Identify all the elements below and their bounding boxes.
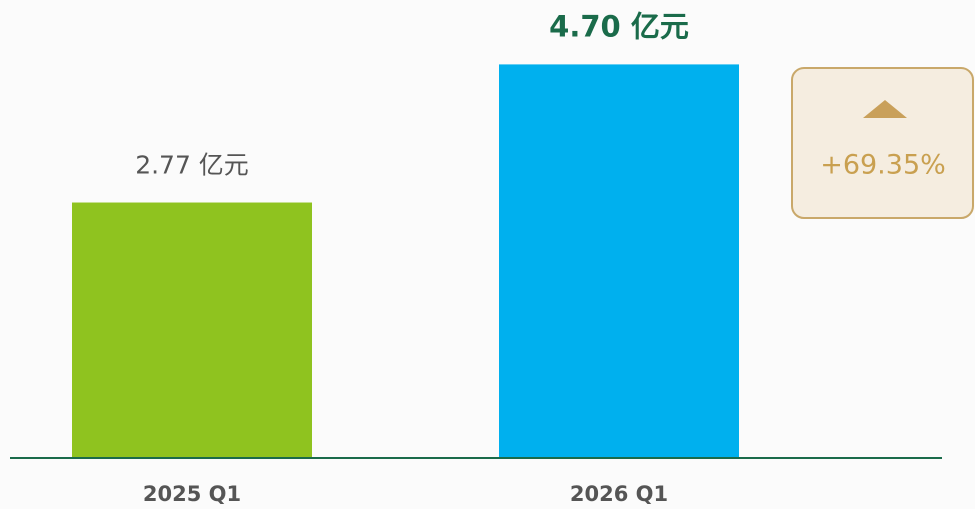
x-tick-label: 2025 Q1 <box>143 482 241 506</box>
bar <box>72 202 312 458</box>
up-arrow <box>863 100 907 118</box>
value-label: 4.70 亿元 <box>549 9 689 43</box>
annotation-box <box>791 67 974 219</box>
value-label: 2.77 亿元 <box>135 151 249 180</box>
bar <box>499 64 739 458</box>
x-tick-label: 2026 Q1 <box>570 482 668 506</box>
annotation: +69.35% <box>820 150 946 181</box>
